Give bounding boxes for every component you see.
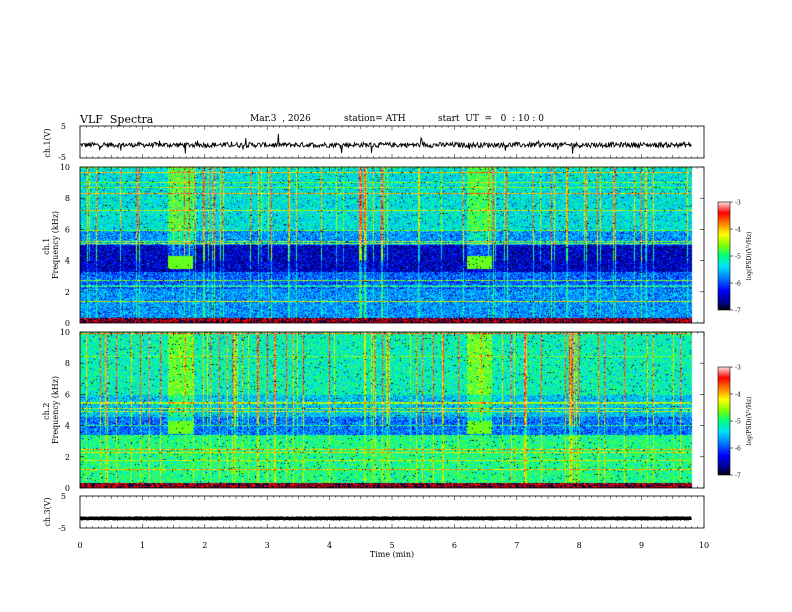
ch2-spectrogram-ticks [79, 332, 705, 488]
ch2-colorbar-tick--6: -6 [735, 446, 741, 453]
ch2-frequency-ylabel: ch.2 Frequency (kHz) [42, 376, 60, 444]
ch1-colorbar-tick--5: -5 [735, 254, 741, 261]
ch1-voltage-ylabel: ch.1(V) [43, 128, 52, 157]
ch1-frequency-ticklabels: 0 2 4 6 8 10 [60, 163, 704, 328]
time-axis-label: Time (min) [370, 550, 414, 559]
ch2-frequency-ytick-8: 8 [65, 359, 70, 368]
ch1-voltage-panel: 5 -5 ch.1(V) [43, 122, 705, 162]
ch2-colorbar: -3 -4 -5 -6 -7 log(PSD)(V²/Hz) [717, 365, 753, 480]
ch2-colorbar-tick--3: -3 [735, 365, 741, 372]
ch3-voltage-ticks [79, 496, 705, 528]
ch3-voltage-trace [79, 515, 692, 521]
ch2-ylabel-line1: ch.2 [42, 403, 51, 420]
time-tick-5: 5 [389, 541, 394, 550]
time-tick-3: 3 [265, 541, 270, 550]
spec2-pixels [80, 332, 704, 488]
ch1-frequency-ytick-4: 4 [65, 257, 70, 266]
time-tick-0: 0 [77, 541, 82, 550]
ch1-voltage-ticks [79, 126, 705, 158]
ch1-frequency-ytick-2: 2 [65, 288, 70, 297]
ch3-ytick-bottom: -5 [58, 524, 66, 533]
ch1-frequency-ytick-8: 8 [65, 194, 70, 203]
ch1-spectrogram-image [80, 167, 704, 323]
ch2-frequency-ytick-6: 6 [65, 390, 70, 399]
ch1-ylabel-line2: Frequency (kHz) [51, 211, 60, 279]
station-label: station= ATH [344, 114, 406, 124]
ch3-ytick-top: 5 [61, 492, 66, 501]
ch1-frequency-ytick-10: 10 [60, 163, 70, 172]
ch2-frequency-ytick-2: 2 [65, 453, 70, 462]
ch2-frequency-ticklabels: 0 2 4 6 8 10 [60, 328, 704, 493]
time-tick-9: 9 [639, 541, 644, 550]
ch1-colorbar-tick--3: -3 [735, 200, 741, 207]
ch1-colorbar-ticks: -3 -4 -5 -6 -7 [730, 200, 741, 315]
ch1-ytick-top: 5 [61, 122, 66, 131]
ch2-colorbar-ticks: -3 -4 -5 -6 -7 [730, 365, 741, 480]
ch2-colorbar-tick--7: -7 [735, 473, 741, 480]
ch1-voltage-trace [79, 133, 692, 154]
time-tick-4: 4 [327, 541, 332, 550]
ch3-voltage-frame [79, 495, 705, 529]
spec1-pixels [80, 167, 704, 323]
ch2-colorbar-label: log(PSD)(V²/Hz) [746, 397, 753, 446]
time-tick-10: 10 [699, 541, 709, 550]
ch1-colorbar-tick--7: -7 [735, 308, 741, 315]
ch1-voltage-frame [79, 125, 705, 159]
date-label: Mar.3 , 2026 [250, 114, 311, 124]
ch3-voltage-ylabel: ch.3(V) [43, 497, 52, 526]
ch1-ylabel-line1: ch.1 [42, 238, 51, 255]
ch2-spectrogram-panel: 0 2 4 6 8 10 ch.2 Frequency (kHz) [42, 328, 705, 493]
time-tick-7: 7 [514, 541, 519, 550]
ch1-spectrogram-ticks [79, 167, 705, 323]
start-time-label: start UT = 0 : 10 : 0 [438, 114, 544, 124]
ch2-spectrogram-image [80, 332, 704, 488]
ch2-ylabel-line2: Frequency (kHz) [51, 376, 60, 444]
ch2-colorbar-tick--4: -4 [735, 392, 741, 399]
ch1-frequency-ytick-6: 6 [65, 225, 70, 234]
ch1-ytick-bottom: -5 [58, 153, 66, 162]
ch1-frequency-ytick-0: 0 [65, 319, 70, 328]
ch2-frequency-ytick-0: 0 [65, 484, 70, 493]
time-tick-6: 6 [452, 541, 457, 550]
ch1-colorbar: -3 -4 -5 -6 -7 log(PSD)(V²/Hz) [717, 200, 753, 315]
ch1-colorbar-tick--6: -6 [735, 281, 741, 288]
ch2-colorbar-scale [717, 366, 731, 476]
time-tick-1: 1 [140, 541, 145, 550]
ch3-voltage-panel: 5 -5 ch.3(V) [43, 492, 705, 533]
ch1-colorbar-label: log(PSD)(V²/Hz) [746, 232, 753, 281]
ch2-frequency-ytick-4: 4 [65, 422, 70, 431]
ch2-colorbar-tick--5: -5 [735, 419, 741, 426]
figure-title: VLF Spectra [80, 113, 154, 126]
ch1-spectrogram-panel: 0 2 4 6 8 10 ch.1 Frequency (kHz) [42, 163, 705, 328]
ch2-frequency-ytick-10: 10 [60, 328, 70, 337]
ch1-colorbar-scale [717, 201, 731, 311]
time-tick-8: 8 [577, 541, 582, 550]
ch1-colorbar-tick--4: -4 [735, 227, 741, 234]
ch1-frequency-ylabel: ch.1 Frequency (kHz) [42, 211, 60, 279]
time-axis: 0 1 2 3 4 5 6 7 8 9 10 [77, 541, 709, 550]
time-tick-2: 2 [202, 541, 207, 550]
